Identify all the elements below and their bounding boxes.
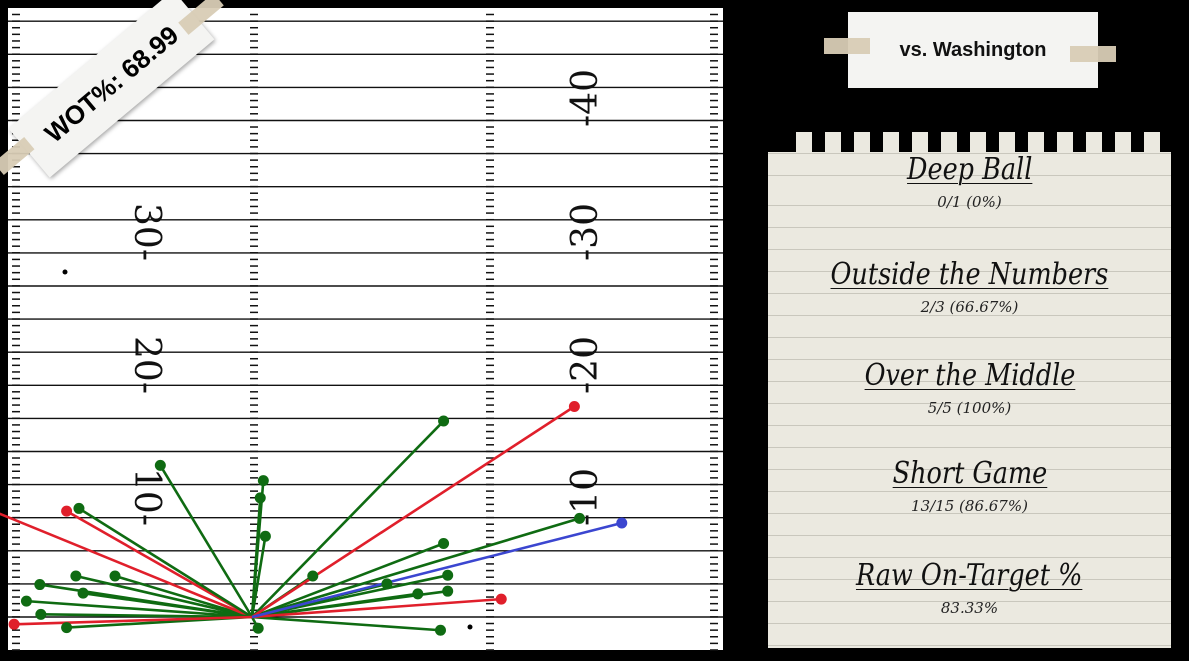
pass-target-point	[307, 570, 319, 582]
pass-target-point	[438, 538, 450, 550]
stat-title: Over the Middle	[864, 358, 1075, 393]
pass-target-point	[495, 593, 507, 605]
stat-over-middle: Over the Middle 5/5 (100%)	[768, 358, 1171, 417]
pass-target-point	[77, 587, 89, 599]
stat-title: Deep Ball	[906, 152, 1033, 187]
pass-target-point	[616, 517, 628, 529]
stat-value: 0/1 (0%)	[937, 193, 1002, 211]
pass-line	[251, 542, 445, 619]
pass-line	[159, 464, 254, 618]
stat-title: Outside the Numbers	[830, 257, 1109, 292]
tape-strip	[824, 38, 870, 54]
pass-target-point	[154, 459, 166, 471]
spiral-hole	[1028, 132, 1044, 152]
pass-target-point	[412, 588, 424, 600]
spiral-hole	[1144, 132, 1160, 152]
stat-value: 13/15 (86.67%)	[911, 497, 1028, 515]
stat-value: 2/3 (66.67%)	[920, 298, 1019, 316]
yard-number-right: -30	[565, 203, 606, 261]
spiral-hole	[1086, 132, 1102, 152]
pass-target-point	[70, 570, 82, 582]
pass-line	[251, 405, 576, 619]
pass-target-point	[252, 622, 264, 634]
pass-line	[250, 497, 262, 618]
football-field-chart: 30- 20- 10- -40 -30 -20 -10	[0, 8, 723, 651]
yard-number-right: -10	[565, 468, 606, 526]
pass-target-point	[34, 579, 46, 591]
pass-target-point	[109, 570, 121, 582]
pass-line	[78, 507, 253, 619]
pass-target-point	[73, 502, 85, 514]
spiral-hole	[825, 132, 841, 152]
pass-line	[250, 536, 267, 618]
pass-target-point	[61, 505, 73, 517]
pass-line	[251, 592, 419, 619]
pass-target-point	[568, 400, 580, 412]
yard-number-left: 30-	[126, 203, 167, 261]
spiral-hole	[796, 132, 812, 152]
pass-line	[75, 574, 253, 619]
spiral-hole	[941, 132, 957, 152]
pass-target-point	[434, 624, 446, 636]
pass-line	[114, 574, 253, 619]
stats-notebook: Deep Ball 0/1 (0%) Outside the Numbers 2…	[768, 112, 1171, 648]
spiral-hole	[970, 132, 986, 152]
notebook-spiral	[768, 112, 1171, 152]
pass-line	[251, 521, 623, 619]
stat-short-game: Short Game 13/15 (86.67%)	[768, 456, 1171, 515]
pass-target-point	[442, 585, 454, 597]
pass-line	[65, 509, 253, 619]
pass-target-point	[442, 569, 454, 581]
pass-lines	[0, 405, 623, 632]
pass-target-point	[438, 415, 450, 427]
pass-target-point	[381, 578, 393, 590]
stat-title: Raw On-Target %	[856, 558, 1083, 593]
stat-value: 5/5 (100%)	[927, 399, 1012, 417]
spiral-hole	[1115, 132, 1131, 152]
yard-lines	[8, 20, 723, 618]
pass-target-point	[8, 618, 20, 630]
field-marker-dot	[62, 269, 68, 275]
yard-number-left: 20-	[126, 336, 167, 394]
pass-target-point	[35, 608, 47, 620]
pass-line	[82, 591, 253, 619]
pass-line	[251, 517, 580, 619]
opponent-card: vs. Washington	[848, 12, 1098, 88]
yard-labels: 30- 20- 10- -40 -30 -20 -10	[126, 69, 606, 526]
pass-line	[40, 613, 253, 619]
pass-line	[0, 512, 253, 619]
stat-value: 83.33%	[940, 599, 999, 617]
yard-number-right: -40	[565, 69, 606, 127]
opponent-label: vs. Washington	[899, 38, 1047, 61]
stat-outside-numbers: Outside the Numbers 2/3 (66.67%)	[768, 257, 1171, 316]
pass-line	[251, 597, 502, 619]
pass-line	[251, 615, 441, 632]
pass-target-point	[61, 622, 73, 634]
spiral-hole	[999, 132, 1015, 152]
stat-title: Short Game	[892, 456, 1047, 491]
yard-number-right: -20	[565, 336, 606, 394]
pass-target-point	[574, 512, 586, 524]
pass-line	[251, 420, 445, 618]
tape-strip	[1070, 46, 1116, 62]
stat-raw-on-target: Raw On-Target % 83.33%	[768, 558, 1171, 617]
spiral-hole	[912, 132, 928, 152]
pass-target-point	[20, 595, 32, 607]
stat-deep-ball: Deep Ball 0/1 (0%)	[768, 152, 1171, 211]
pass-dots	[8, 400, 628, 636]
pass-line	[14, 615, 253, 626]
yard-number-left: 10-	[126, 468, 167, 526]
pass-target-point	[257, 475, 269, 487]
pass-target-point	[254, 492, 266, 504]
spiral-hole	[854, 132, 870, 152]
spiral-hole	[883, 132, 899, 152]
spiral-hole	[1057, 132, 1073, 152]
field-marker-dot	[467, 624, 473, 630]
pass-line	[26, 599, 253, 619]
pass-target-point	[259, 530, 271, 542]
